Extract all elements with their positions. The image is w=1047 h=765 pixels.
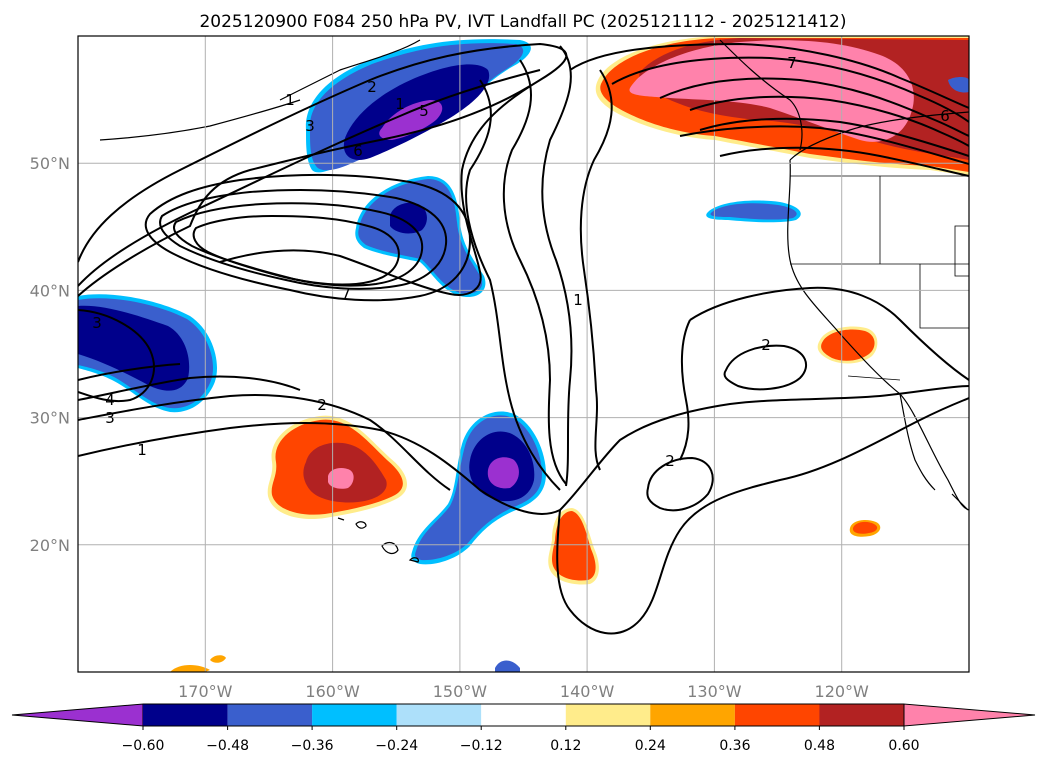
shade-other-positive xyxy=(170,326,881,672)
colorbar-extend-low xyxy=(11,703,144,727)
x-tick-label: 150°W xyxy=(433,682,488,701)
contour-label: 7 xyxy=(787,54,797,72)
shade-subtropical-positive xyxy=(267,415,408,520)
colorbar-tick-label: 0.60 xyxy=(888,738,919,754)
x-tick-label: 130°W xyxy=(687,682,742,701)
y-tick-label: 20°N xyxy=(30,536,70,555)
contour-label: 3 xyxy=(105,409,115,427)
contour-label: 6 xyxy=(353,142,363,160)
x-tick-label: 140°W xyxy=(560,682,615,701)
contour-label: 6 xyxy=(940,107,950,125)
x-tick-label: 120°W xyxy=(815,682,870,701)
map-area xyxy=(78,36,969,672)
x-tick-label: 170°W xyxy=(178,682,233,701)
gridlines xyxy=(78,36,969,672)
colorbar-tick-label: 0.36 xyxy=(719,738,750,754)
contour-label: 3 xyxy=(305,117,315,135)
colorbar-segment xyxy=(396,704,482,726)
colorbar-tick-label: −0.12 xyxy=(460,738,503,754)
x-tick-labels: 170°W 160°W 150°W 140°W 130°W 120°W xyxy=(178,682,869,701)
pv-contours xyxy=(78,42,969,635)
borders xyxy=(790,175,969,381)
contour-label: 2 xyxy=(367,78,377,96)
coastlines xyxy=(99,39,969,511)
colorbar-segment xyxy=(481,704,566,726)
colorbar-tick-label: −0.48 xyxy=(206,738,249,754)
colorbar-extend-high xyxy=(903,703,1036,727)
colorbar-segment xyxy=(312,704,397,726)
contour-label: 1 xyxy=(285,91,295,109)
contour-label: 3 xyxy=(92,314,102,332)
contour-label: 4 xyxy=(105,391,115,409)
colorbar-tick-label: −0.60 xyxy=(122,738,165,754)
y-tick-label: 30°N xyxy=(30,409,70,428)
contour-label: 2 xyxy=(761,336,771,354)
contour-label: 5 xyxy=(419,102,429,120)
colorbar-segment xyxy=(565,704,651,726)
y-tick-label: 40°N xyxy=(30,281,70,300)
colorbar-tick-labels: −0.60 −0.48 −0.36 −0.24 −0.12 0.12 0.24 0.36 0.4… xyxy=(122,726,920,754)
chart-title: 2025120900 F084 250 hPa PV, IVT Landfall… xyxy=(199,12,846,32)
colorbar-segment xyxy=(227,704,313,726)
colorbar xyxy=(11,703,1036,727)
shade-aleutian-negative xyxy=(305,39,531,173)
colorbar-tick-label: −0.24 xyxy=(375,738,418,754)
colorbar-tick-label: 0.24 xyxy=(635,738,666,754)
colorbar-tick-label: −0.36 xyxy=(291,738,334,754)
colorbar-segment xyxy=(143,704,228,726)
colorbar-segment xyxy=(819,704,904,726)
contour-label: 2 xyxy=(317,396,327,414)
y-tick-label: 50°N xyxy=(30,154,70,173)
hawaii-islands xyxy=(337,517,419,563)
map-frame xyxy=(77,35,970,673)
colorbar-tick-label: 0.12 xyxy=(550,738,581,754)
x-tick-label: 160°W xyxy=(305,682,360,701)
colorbar-tick-label: 0.48 xyxy=(804,738,835,754)
contour-label: 1 xyxy=(395,95,405,113)
y-tick-labels: 50°N 40°N 30°N 20°N xyxy=(30,154,70,555)
contour-label: 2 xyxy=(665,452,675,470)
contour-label: 7 xyxy=(341,285,351,303)
contour-label: 1 xyxy=(137,441,147,459)
colorbar-segment xyxy=(650,704,735,726)
colorbar-segment xyxy=(734,704,820,726)
contour-label: 1 xyxy=(573,291,583,309)
